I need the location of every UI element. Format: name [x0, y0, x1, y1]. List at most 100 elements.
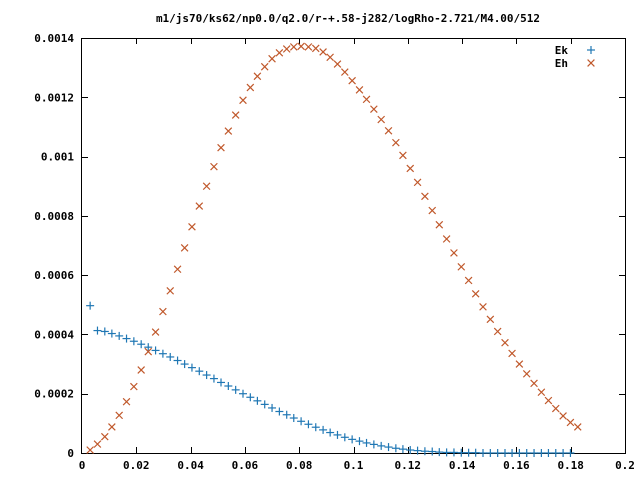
data-point-ek	[464, 448, 473, 457]
y-tick-label: 0.0008	[34, 210, 74, 223]
data-point-eh	[493, 327, 502, 336]
data-point-ek	[522, 449, 531, 457]
data-point-eh	[457, 263, 466, 271]
data-point-eh	[544, 396, 553, 405]
data-point-ek	[449, 448, 458, 457]
data-point-eh	[406, 164, 415, 173]
series-ek	[86, 301, 575, 457]
legend-label-ek: Ek	[555, 44, 569, 57]
data-point-ek	[260, 400, 269, 409]
data-point-ek	[333, 430, 342, 439]
data-point-eh	[224, 127, 233, 135]
x-tick-label: 0.02	[123, 459, 150, 472]
data-point-eh	[115, 411, 124, 420]
data-point-ek	[486, 449, 495, 457]
data-point-ek	[122, 334, 131, 343]
data-point-ek	[420, 447, 429, 456]
x-tick-label: 0.16	[503, 459, 530, 472]
data-point-eh	[217, 143, 225, 152]
data-point-ek	[362, 438, 371, 447]
y-tick-label: 0	[67, 447, 74, 460]
data-point-ek	[508, 449, 517, 457]
data-point-eh	[282, 45, 291, 53]
data-point-eh	[348, 76, 356, 85]
data-point-eh	[188, 223, 196, 231]
data-point-eh	[399, 151, 407, 160]
x-tick-label: 0.06	[232, 459, 259, 472]
data-point-eh	[559, 412, 567, 420]
data-point-ek	[100, 327, 109, 336]
data-point-ek	[289, 414, 298, 423]
data-point-ek	[297, 417, 306, 426]
data-point-eh	[326, 53, 334, 62]
data-point-ek	[479, 449, 488, 457]
data-point-eh	[501, 338, 509, 347]
data-point-ek	[348, 435, 357, 444]
data-point-eh	[421, 192, 429, 201]
data-point-ek	[515, 449, 524, 457]
y-tick-label: 0.0006	[34, 269, 74, 282]
data-point-eh	[442, 235, 451, 243]
data-point-eh	[202, 182, 211, 191]
legend-label-eh: Eh	[555, 57, 568, 70]
x-tick-label: 0.04	[177, 459, 204, 472]
data-point-ek	[202, 371, 211, 380]
data-point-eh	[384, 126, 393, 135]
data-point-ek	[209, 374, 218, 383]
data-point-eh	[573, 423, 582, 431]
legend-marker-eh	[587, 59, 595, 67]
data-point-eh	[355, 86, 364, 94]
y-tick-label: 0.0014	[34, 32, 74, 45]
data-point-eh	[537, 388, 546, 397]
data-point-ek	[413, 446, 422, 455]
data-point-ek	[137, 340, 146, 349]
data-point-ek	[384, 443, 393, 452]
data-point-ek	[377, 441, 386, 450]
data-point-eh	[377, 115, 386, 124]
data-point-ek	[566, 449, 575, 457]
data-point-eh	[231, 111, 240, 119]
data-point-eh	[130, 382, 138, 391]
data-point-ek	[311, 423, 320, 432]
data-point-eh	[362, 95, 371, 104]
y-tick-label: 0.0004	[34, 328, 74, 341]
data-point-ek	[326, 428, 335, 437]
data-point-ek	[551, 449, 560, 457]
data-point-ek	[355, 437, 364, 446]
data-point-eh	[100, 432, 109, 441]
data-point-ek	[471, 448, 480, 457]
data-point-ek	[246, 393, 255, 402]
data-point-eh	[551, 404, 560, 413]
data-point-eh	[159, 307, 167, 316]
data-point-eh	[195, 202, 204, 210]
data-point-ek	[151, 346, 160, 355]
data-point-eh	[246, 83, 255, 92]
data-point-ek	[457, 448, 466, 457]
data-point-ek	[406, 446, 415, 455]
x-tick-label: 0	[79, 459, 86, 472]
data-point-eh	[522, 370, 531, 378]
data-point-eh	[239, 96, 247, 105]
data-point-ek	[115, 331, 124, 340]
data-point-eh	[392, 138, 400, 147]
data-point-ek	[107, 329, 116, 338]
data-point-eh	[289, 43, 298, 51]
data-point-eh	[340, 68, 349, 76]
data-point-eh	[515, 360, 524, 368]
series-layer	[86, 42, 582, 457]
data-point-eh	[333, 60, 342, 68]
y-tick-label: 0.0002	[34, 388, 74, 401]
data-point-eh	[370, 105, 378, 113]
data-point-ek	[391, 444, 400, 453]
y-axis: 0 0.0002 0.0004 0.0006 0.0008 0.001 0.0012 0.00…	[34, 32, 625, 460]
x-tick-label: 0.18	[557, 459, 584, 472]
data-point-eh	[151, 328, 160, 336]
chart-title: m1/js70/ks62/np0.0/q2.0/r-+.58-j282/logR…	[156, 12, 540, 25]
data-point-eh	[297, 42, 305, 51]
data-point-ek	[144, 343, 153, 352]
data-point-ek	[86, 301, 95, 310]
data-point-ek	[224, 382, 233, 391]
data-point-eh	[108, 423, 116, 431]
data-point-eh	[304, 43, 313, 51]
